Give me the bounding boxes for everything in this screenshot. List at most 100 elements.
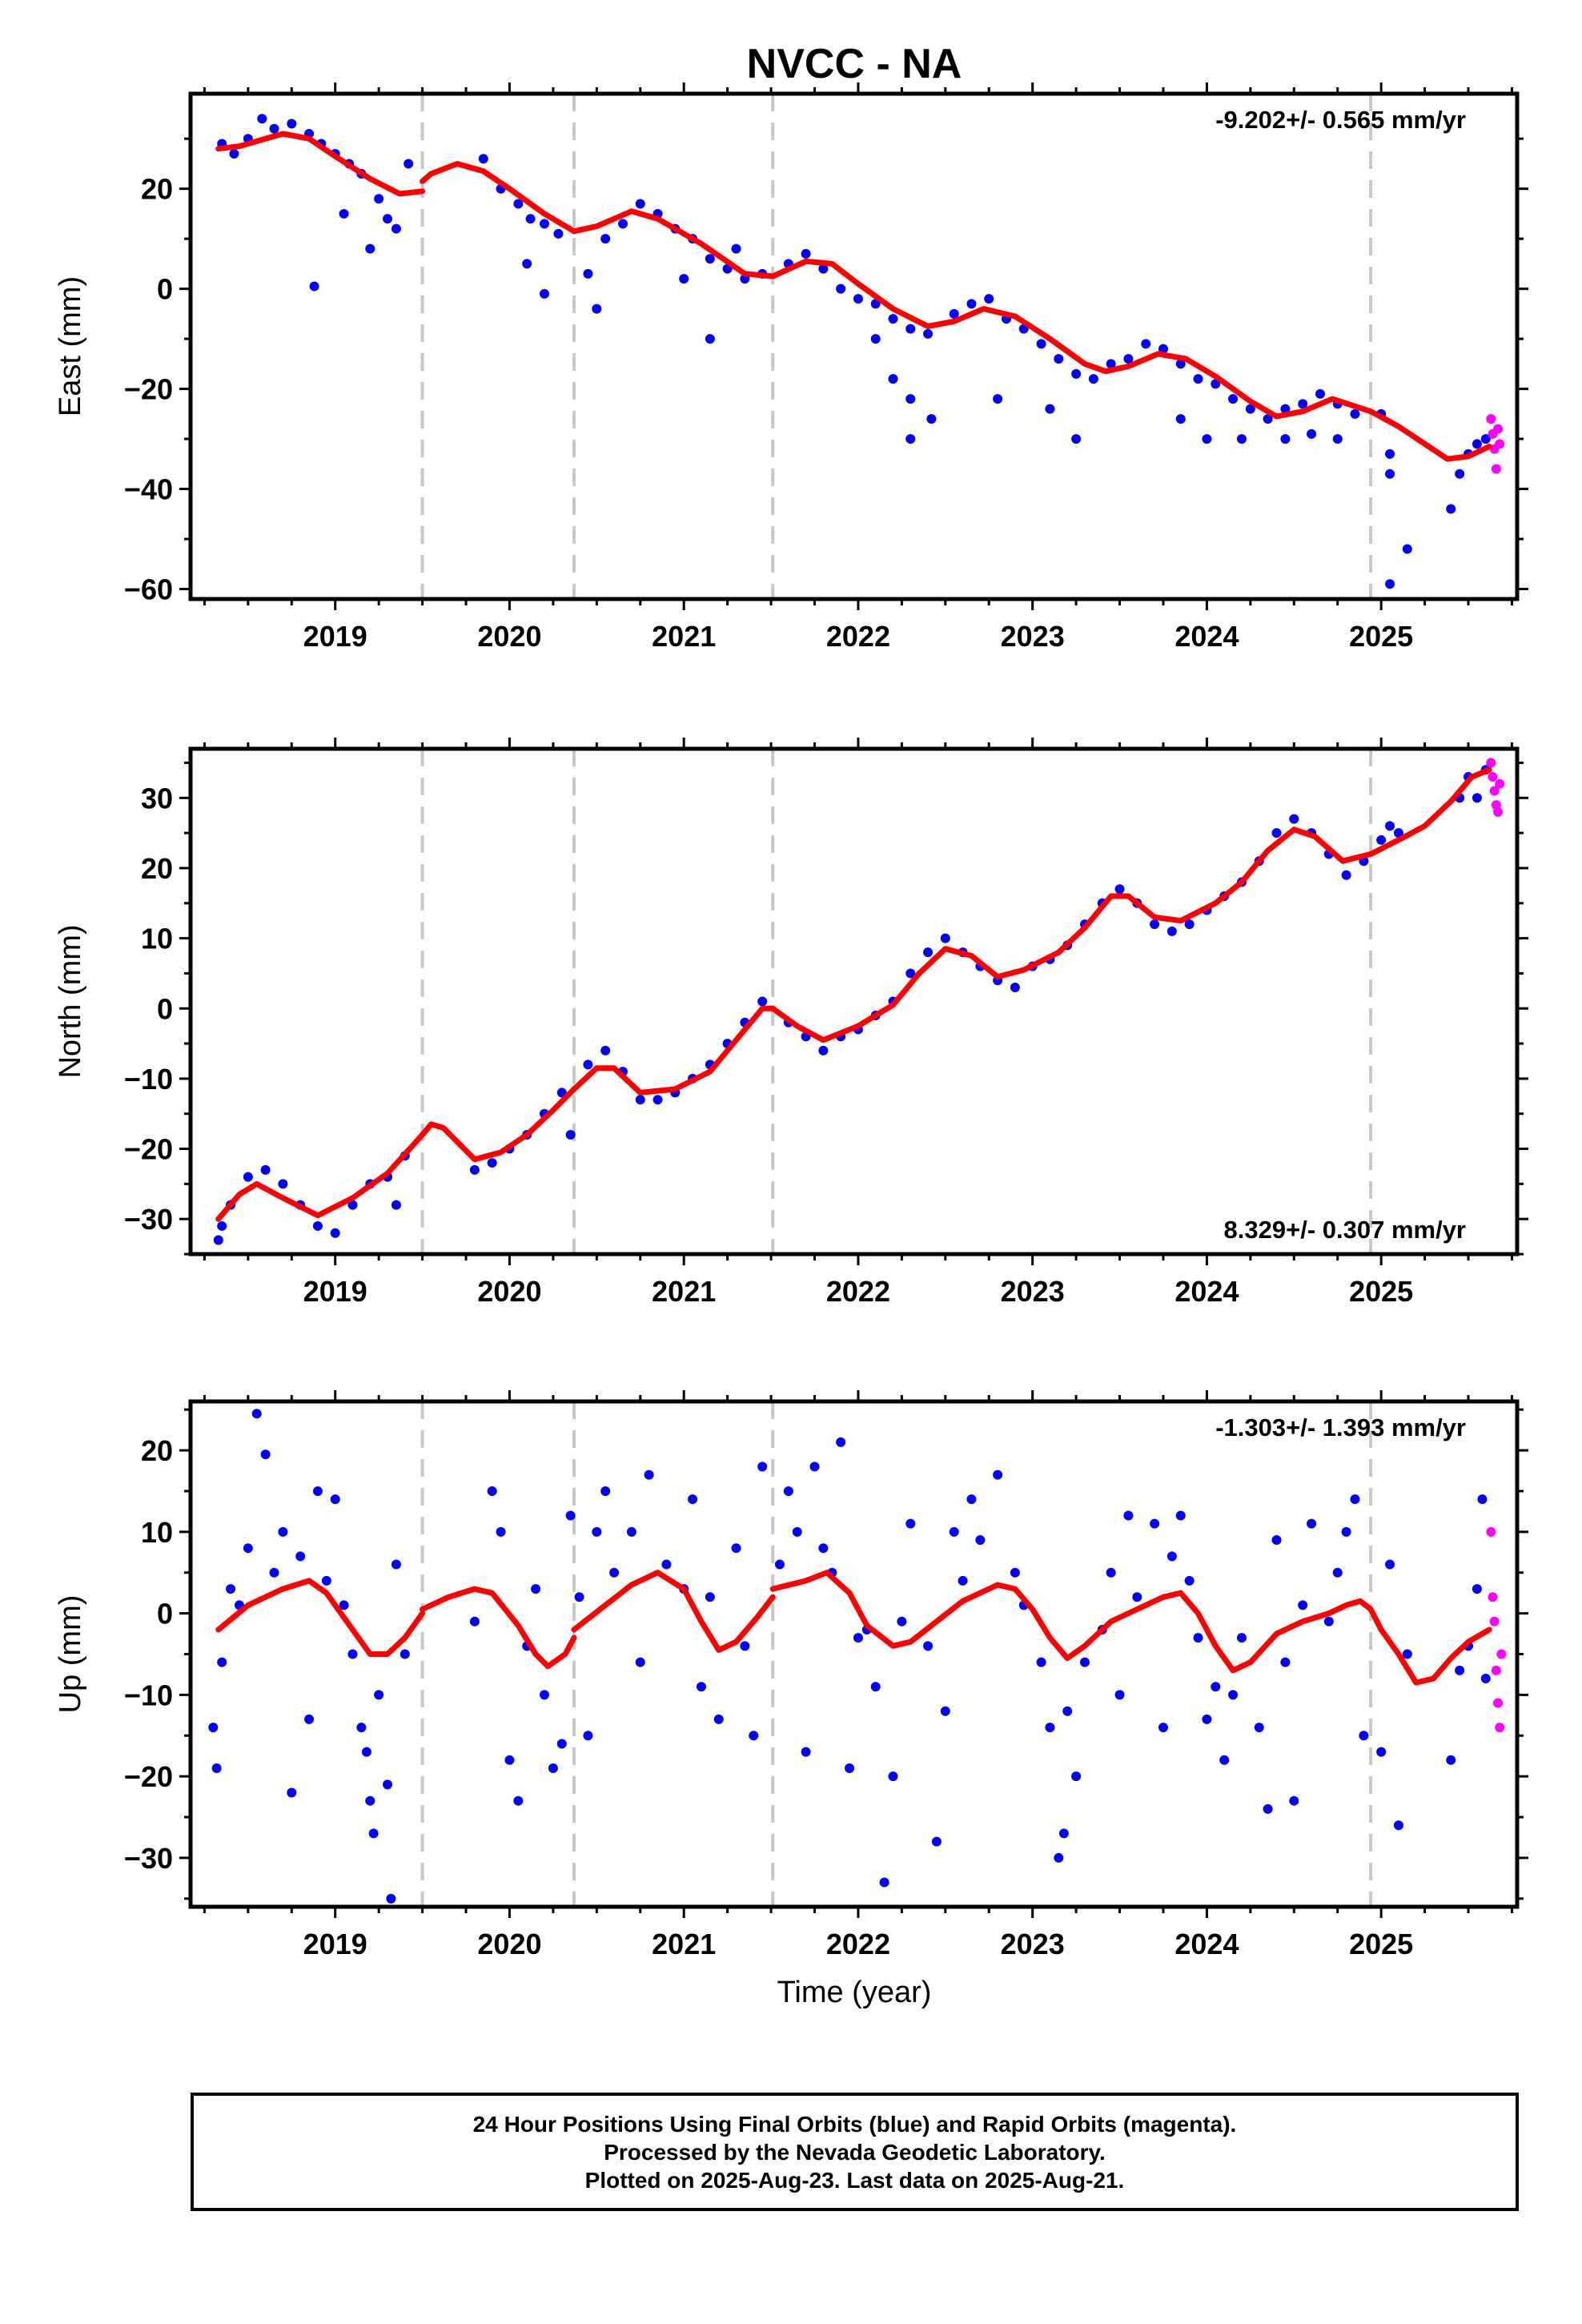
final-orbit-point [540, 219, 550, 229]
final-orbit-point [1323, 1616, 1334, 1626]
final-orbit-point [1480, 434, 1491, 444]
final-orbit-point [1080, 1657, 1090, 1667]
rapid-orbit-point [1486, 1526, 1496, 1537]
final-orbit-point [1010, 1567, 1020, 1578]
final-orbit-point [374, 1690, 384, 1700]
final-orbit-point [923, 328, 934, 339]
final-orbit-point [1393, 828, 1403, 838]
rapid-orbit-point [1489, 1616, 1500, 1626]
north-model-line [215, 1086, 577, 1222]
final-orbit-point [1385, 468, 1395, 479]
y-tick-label: 10 [141, 923, 173, 955]
x-tick-label: 2022 [826, 1275, 890, 1308]
final-orbit-point [984, 294, 994, 304]
final-orbit-point [312, 1220, 323, 1231]
final-orbit-point [1106, 1567, 1116, 1578]
final-orbit-point [1245, 404, 1255, 414]
final-orbit-point [705, 334, 715, 344]
final-orbit-point [713, 1714, 724, 1724]
final-orbit-point [330, 1228, 340, 1238]
final-orbit-point [679, 274, 689, 284]
final-orbit-point [1455, 1665, 1465, 1675]
y-tick-label: 0 [157, 992, 173, 1025]
final-orbit-point [504, 1755, 515, 1765]
up-model-line [769, 1570, 1374, 1674]
north-model-line [769, 826, 1374, 1043]
final-orbit-point [661, 1559, 672, 1570]
final-orbit-point [1132, 1592, 1142, 1602]
final-orbit-point [600, 1486, 611, 1496]
final-orbit-point [347, 1649, 358, 1659]
final-orbit-point [644, 1470, 654, 1480]
up-y-axis-label: Up (mm) [54, 1595, 87, 1714]
final-orbit-point [853, 294, 863, 304]
final-orbit-point [783, 1486, 793, 1496]
y-tick-label: 10 [141, 1516, 173, 1549]
north-points [213, 758, 1505, 1245]
final-orbit-point [1150, 919, 1160, 930]
final-orbit-point [809, 1462, 820, 1472]
final-orbit-point [1332, 434, 1343, 444]
final-orbit-point [386, 1893, 396, 1904]
rapid-orbit-point [1495, 1723, 1505, 1733]
final-orbit-point [705, 254, 715, 264]
x-tick-label: 2021 [652, 1928, 716, 1960]
final-orbit-point [339, 208, 349, 219]
final-orbit-point [251, 1409, 262, 1419]
rapid-orbit-point [1486, 414, 1496, 424]
rapid-orbit-point [1493, 1698, 1504, 1708]
final-orbit-point [583, 1731, 593, 1741]
final-orbit-point [1106, 359, 1116, 369]
final-orbit-point [565, 1510, 576, 1521]
final-orbit-point [269, 123, 279, 134]
x-tick-label: 2019 [303, 1275, 367, 1308]
final-orbit-point [1359, 1731, 1369, 1741]
y-tick-label: 20 [141, 1434, 173, 1467]
figure-title: NVCC - NA [747, 41, 962, 87]
final-orbit-point [400, 1649, 410, 1659]
final-orbit-point [1402, 544, 1412, 554]
final-orbit-point [553, 228, 564, 239]
final-orbit-point [1193, 374, 1203, 384]
final-orbit-point [600, 234, 611, 244]
final-orbit-point [705, 1592, 715, 1602]
final-orbit-point [1219, 1755, 1230, 1765]
y-tick-label: −30 [124, 1842, 173, 1875]
east-points [217, 114, 1505, 589]
final-orbit-point [1123, 1510, 1134, 1521]
final-orbit-point [1158, 344, 1168, 354]
final-orbit-point [626, 1526, 636, 1537]
final-orbit-point [469, 1164, 480, 1175]
final-orbit-point [213, 1235, 223, 1245]
final-orbit-point [278, 1526, 288, 1537]
final-orbit-point [888, 1771, 898, 1782]
final-orbit-point [905, 434, 916, 444]
final-orbit-point [879, 1877, 889, 1888]
final-orbit-point [374, 194, 384, 204]
final-orbit-point [260, 1449, 271, 1460]
final-orbit-point [383, 214, 393, 224]
final-orbit-point [905, 1518, 916, 1529]
final-orbit-point [1393, 1820, 1403, 1831]
final-orbit-point [1263, 414, 1273, 424]
final-orbit-point [600, 1045, 611, 1055]
final-orbit-point [635, 199, 645, 209]
x-tick-label: 2022 [826, 1928, 890, 1960]
final-orbit-point [556, 1739, 567, 1749]
rapid-orbit-point [1489, 786, 1500, 796]
final-orbit-point [278, 1179, 288, 1189]
rapid-orbit-point [1486, 758, 1496, 768]
final-orbit-point [1254, 1723, 1264, 1733]
final-orbit-point [923, 947, 934, 958]
rapid-orbit-point [1488, 772, 1498, 782]
final-orbit-point [609, 1567, 620, 1578]
final-orbit-point [339, 1600, 349, 1610]
final-orbit-point [257, 114, 267, 124]
final-orbit-point [975, 1535, 986, 1546]
final-orbit-point [1141, 339, 1151, 349]
final-orbit-point [583, 1059, 593, 1070]
final-orbit-point [905, 324, 916, 334]
footer-line-1: 24 Hour Positions Using Final Orbits (bl… [472, 2111, 1237, 2137]
final-orbit-point [243, 1543, 253, 1554]
final-orbit-point [1385, 448, 1395, 459]
